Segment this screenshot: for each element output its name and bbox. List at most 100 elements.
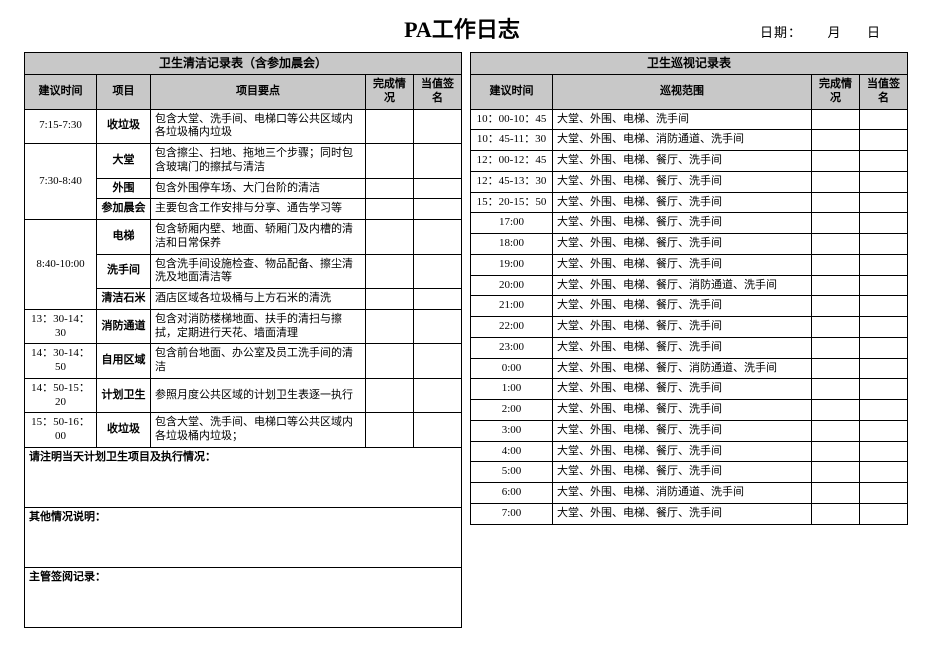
- cell-done: [811, 400, 859, 421]
- cell-points: 包含大堂、洗手间、电梯口等公共区域内各垃圾桶内垃圾: [151, 109, 366, 144]
- cell-sign: [413, 109, 461, 144]
- table-row: 18:00大堂、外围、电梯、餐厅、洗手间: [471, 234, 908, 255]
- cell-done: [811, 462, 859, 483]
- table-row: 15：50-16：00收垃圾包含大堂、洗手间、电梯口等公共区域内各垃圾桶内垃圾；: [25, 413, 462, 448]
- cell-item: 收垃圾: [97, 413, 151, 448]
- col-sign: 当值签名: [413, 75, 461, 110]
- cell-sign: [859, 275, 907, 296]
- page-title: PA工作日志: [164, 12, 760, 44]
- cell-done: [811, 171, 859, 192]
- cell-time: 17:00: [471, 213, 553, 234]
- cell-points: 主要包含工作安排与分享、通告学习等: [151, 199, 366, 220]
- cell-points: 包含擦尘、扫地、拖地三个步骤；同时包含玻璃门的擦拭与清洁: [151, 144, 366, 179]
- cell-sign: [859, 192, 907, 213]
- left-section-title: 卫生清洁记录表（含参加晨会）: [25, 53, 462, 75]
- table-row: 23:00大堂、外围、电梯、餐厅、洗手间: [471, 337, 908, 358]
- cell-done: [365, 378, 413, 413]
- cell-sign: [413, 178, 461, 199]
- cell-time: 19:00: [471, 254, 553, 275]
- cell-time: 8:40-10:00: [25, 220, 97, 310]
- cell-time: 21:00: [471, 296, 553, 317]
- col-points: 项目要点: [151, 75, 366, 110]
- cell-done: [811, 275, 859, 296]
- cell-scope: 大堂、外围、电梯、餐厅、洗手间: [553, 379, 812, 400]
- cell-done: [811, 192, 859, 213]
- cell-done: [811, 254, 859, 275]
- cell-scope: 大堂、外围、电梯、餐厅、洗手间: [553, 420, 812, 441]
- cell-done: [365, 289, 413, 310]
- col-sign: 当值签名: [859, 75, 907, 110]
- cell-points: 包含洗手间设施检查、物品配备、擦尘清洗及地面清洁等: [151, 254, 366, 289]
- cell-done: [365, 109, 413, 144]
- cell-done: [811, 441, 859, 462]
- cell-scope: 大堂、外围、电梯、餐厅、洗手间: [553, 400, 812, 421]
- cell-sign: [859, 337, 907, 358]
- col-scope: 巡视范围: [553, 75, 812, 110]
- cell-time: 20:00: [471, 275, 553, 296]
- cell-scope: 大堂、外围、电梯、洗手间: [553, 109, 812, 130]
- table-row: 15：20-15：50大堂、外围、电梯、餐厅、洗手间: [471, 192, 908, 213]
- note-other: 其他情况说明：: [25, 507, 462, 567]
- cell-sign: [859, 358, 907, 379]
- cell-item: 收垃圾: [97, 109, 151, 144]
- table-row: 13：30-14：30消防通道包含对消防楼梯地面、扶手的清扫与擦拭，定期进行天花…: [25, 309, 462, 344]
- cell-points: 包含对消防楼梯地面、扶手的清扫与擦拭，定期进行天花、墙面清理: [151, 309, 366, 344]
- cell-time: 5:00: [471, 462, 553, 483]
- cell-item: 自用区域: [97, 344, 151, 379]
- cell-item: 计划卫生: [97, 378, 151, 413]
- cell-scope: 大堂、外围、电梯、餐厅、洗手间: [553, 462, 812, 483]
- table-row: 0:00大堂、外围、电梯、餐厅、消防通道、洗手间: [471, 358, 908, 379]
- cell-scope: 大堂、外围、电梯、消防通道、洗手间: [553, 130, 812, 151]
- cell-scope: 大堂、外围、电梯、餐厅、洗手间: [553, 213, 812, 234]
- table-row: 5:00大堂、外围、电梯、餐厅、洗手间: [471, 462, 908, 483]
- col-done: 完成情况: [365, 75, 413, 110]
- cell-time: 23:00: [471, 337, 553, 358]
- cell-points: 参照月度公共区域的计划卫生表逐一执行: [151, 378, 366, 413]
- table-row: 22:00大堂、外围、电梯、餐厅、洗手间: [471, 317, 908, 338]
- cell-done: [365, 413, 413, 448]
- cell-done: [811, 379, 859, 400]
- cell-time: 1:00: [471, 379, 553, 400]
- cell-done: [365, 178, 413, 199]
- cell-time: 7:00: [471, 503, 553, 524]
- cell-sign: [859, 296, 907, 317]
- cell-scope: 大堂、外围、电梯、餐厅、洗手间: [553, 192, 812, 213]
- table-row: 14：30-14：50自用区域包含前台地面、办公室及员工洗手间的清洁: [25, 344, 462, 379]
- cell-sign: [413, 309, 461, 344]
- table-row: 17:00大堂、外围、电梯、餐厅、洗手间: [471, 213, 908, 234]
- col-time: 建议时间: [25, 75, 97, 110]
- cell-time: 13：30-14：30: [25, 309, 97, 344]
- cell-done: [811, 234, 859, 255]
- cell-time: 10：00-10：45: [471, 109, 553, 130]
- table-row: 6:00大堂、外围、电梯、消防通道、洗手间: [471, 483, 908, 504]
- cell-time: 3:00: [471, 420, 553, 441]
- cell-sign: [413, 220, 461, 255]
- cell-done: [365, 199, 413, 220]
- table-row: 3:00大堂、外围、电梯、餐厅、洗手间: [471, 420, 908, 441]
- table-row: 14：50-15：20计划卫生参照月度公共区域的计划卫生表逐一执行: [25, 378, 462, 413]
- left-header-row: 建议时间 项目 项目要点 完成情况 当值签名: [25, 75, 462, 110]
- cell-time: 18:00: [471, 234, 553, 255]
- cell-item: 消防通道: [97, 309, 151, 344]
- cell-scope: 大堂、外围、电梯、餐厅、洗手间: [553, 171, 812, 192]
- cell-sign: [859, 317, 907, 338]
- cell-sign: [859, 130, 907, 151]
- cell-done: [365, 220, 413, 255]
- cell-done: [811, 503, 859, 524]
- cell-done: [811, 483, 859, 504]
- table-row: 4:00大堂、外围、电梯、餐厅、洗手间: [471, 441, 908, 462]
- table-row: 7:00大堂、外围、电梯、餐厅、洗手间: [471, 503, 908, 524]
- cell-scope: 大堂、外围、电梯、餐厅、洗手间: [553, 337, 812, 358]
- table-row: 12：45-13：30大堂、外围、电梯、餐厅、洗手间: [471, 171, 908, 192]
- note-plan: 请注明当天计划卫生项目及执行情况：: [25, 447, 462, 507]
- table-row: 8:40-10:00电梯包含轿厢内壁、地面、轿厢门及内槽的清洁和日常保养: [25, 220, 462, 255]
- cell-time: 15：50-16：00: [25, 413, 97, 448]
- cell-sign: [859, 420, 907, 441]
- col-done: 完成情况: [811, 75, 859, 110]
- cell-sign: [859, 254, 907, 275]
- cell-scope: 大堂、外围、电梯、餐厅、洗手间: [553, 296, 812, 317]
- table-row: 7:15-7:30收垃圾包含大堂、洗手间、电梯口等公共区域内各垃圾桶内垃圾: [25, 109, 462, 144]
- cell-done: [811, 213, 859, 234]
- cell-done: [811, 130, 859, 151]
- cell-sign: [413, 413, 461, 448]
